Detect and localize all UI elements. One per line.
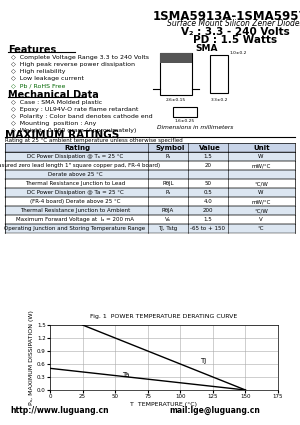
Bar [5, 152, 295, 161]
Text: Pₐ: Pₐ [165, 154, 171, 159]
Bar [173, 107, 197, 117]
Text: °C: °C [258, 226, 264, 231]
Text: 1SMA5913A-1SMA5957A: 1SMA5913A-1SMA5957A [153, 10, 300, 23]
Text: ◇  Polarity : Color band denotes cathode end: ◇ Polarity : Color band denotes cathode … [11, 114, 153, 119]
Text: TJ, Tstg: TJ, Tstg [158, 226, 178, 231]
Text: mail:lge@luguang.cn: mail:lge@luguang.cn [169, 406, 260, 415]
Text: 200: 200 [203, 208, 213, 213]
Text: MAXIMUM RATINGS: MAXIMUM RATINGS [5, 130, 119, 140]
Text: Features: Features [8, 45, 56, 55]
Text: (FR-4 board) Derate above 25 °C: (FR-4 board) Derate above 25 °C [30, 199, 120, 204]
Text: Fig. 1  POWER TEMPERATURE DERATING CURVE: Fig. 1 POWER TEMPERATURE DERATING CURVE [90, 314, 238, 319]
Text: Mechanical Data: Mechanical Data [8, 90, 99, 100]
Bar [210, 55, 228, 93]
Text: 1.5: 1.5 [204, 217, 212, 222]
Text: 0.5: 0.5 [204, 190, 212, 195]
Text: Rating: Rating [64, 144, 90, 150]
Text: Maximum Forward Voltage at  Iₐ = 200 mA: Maximum Forward Voltage at Iₐ = 200 mA [16, 217, 134, 222]
Bar [5, 170, 295, 179]
Text: ◇  High peak reverse power dissipation: ◇ High peak reverse power dissipation [11, 62, 135, 67]
Text: ◇  Case : SMA Molded plastic: ◇ Case : SMA Molded plastic [11, 100, 102, 105]
Text: Dimensions in millimeters: Dimensions in millimeters [157, 125, 233, 130]
Text: 2.6±0.15: 2.6±0.15 [166, 98, 186, 102]
Text: 50: 50 [205, 181, 212, 186]
Text: V₂ : 3.3 - 240 Volts: V₂ : 3.3 - 240 Volts [181, 27, 290, 37]
Text: ◇  Complete Voltage Range 3.3 to 240 Volts: ◇ Complete Voltage Range 3.3 to 240 Volt… [11, 55, 149, 60]
Text: 4.0: 4.0 [204, 199, 212, 204]
Text: Surface Mount Silicon Zener Diodes: Surface Mount Silicon Zener Diodes [167, 19, 300, 28]
Bar [5, 188, 295, 197]
Text: ◇  Pb / RoHS Free: ◇ Pb / RoHS Free [11, 83, 65, 88]
Text: 20: 20 [205, 163, 212, 168]
Bar [160, 53, 192, 63]
Bar [5, 206, 295, 215]
Y-axis label: Pₐ, MAXIMUM DISSIPATION (W): Pₐ, MAXIMUM DISSIPATION (W) [29, 310, 34, 405]
Text: °C/W: °C/W [254, 181, 268, 186]
Bar [5, 215, 295, 224]
Text: 1.6±0.25: 1.6±0.25 [175, 119, 195, 123]
Text: PD : 1.5 Watts: PD : 1.5 Watts [193, 35, 277, 45]
Text: Value: Value [199, 144, 221, 150]
Bar [5, 179, 295, 188]
Text: Thermal Resistance Junction to Ambient: Thermal Resistance Junction to Ambient [20, 208, 130, 213]
Bar [5, 143, 295, 152]
Text: Pₐ: Pₐ [165, 190, 171, 195]
X-axis label: T  TEMPERATURE (°C): T TEMPERATURE (°C) [130, 402, 197, 407]
Text: ◇  Low leakage current: ◇ Low leakage current [11, 76, 84, 81]
Text: ◇  Mounting  position : Any: ◇ Mounting position : Any [11, 121, 96, 126]
Text: W: W [258, 154, 264, 159]
Text: -65 to + 150: -65 to + 150 [190, 226, 226, 231]
Text: DC Power Dissipation @ Ta = 25 °C: DC Power Dissipation @ Ta = 25 °C [27, 190, 123, 195]
Text: RθJL: RθJL [162, 181, 174, 186]
Bar [5, 197, 295, 206]
Text: ◇  High reliability: ◇ High reliability [11, 69, 65, 74]
Text: °C/W: °C/W [254, 208, 268, 213]
Text: Ta: Ta [122, 372, 129, 378]
Text: V: V [259, 217, 263, 222]
Text: ◇  Epoxy : UL94V-O rate flame retardant: ◇ Epoxy : UL94V-O rate flame retardant [11, 107, 138, 112]
Text: Symbol: Symbol [155, 144, 185, 150]
Text: Operating Junction and Storing Temperature Range: Operating Junction and Storing Temperatu… [4, 226, 146, 231]
Text: 1.0±0.2: 1.0±0.2 [230, 51, 247, 55]
Text: ◇  Weight : 0.060 gram (Approximately): ◇ Weight : 0.060 gram (Approximately) [11, 128, 136, 133]
Text: http://www.luguang.cn: http://www.luguang.cn [11, 406, 109, 415]
Text: W: W [258, 190, 264, 195]
Text: Thermal Resistance Junction to Lead: Thermal Resistance Junction to Lead [25, 181, 125, 186]
Text: RθJA: RθJA [162, 208, 174, 213]
Bar [160, 53, 192, 95]
Text: SMA: SMA [196, 44, 218, 53]
Text: Tj: Tj [200, 358, 206, 364]
Text: mW/°C: mW/°C [251, 163, 271, 168]
Text: 1.5: 1.5 [204, 154, 212, 159]
Text: 3.3±0.2: 3.3±0.2 [210, 98, 228, 102]
Bar [5, 161, 295, 170]
Text: DC Power Dissipation @ Tₐ = 25 °C: DC Power Dissipation @ Tₐ = 25 °C [27, 154, 123, 159]
Text: Vₐ: Vₐ [165, 217, 171, 222]
Text: mW/°C: mW/°C [251, 199, 271, 204]
Text: Rating at 25 °C ambient temperature unless otherwise specified: Rating at 25 °C ambient temperature unle… [5, 138, 183, 143]
Text: Unit: Unit [254, 144, 270, 150]
Bar [5, 224, 295, 233]
Text: Measured zero lead length 1" square copper pad, FR-4 board): Measured zero lead length 1" square copp… [0, 163, 160, 168]
Text: Derate above 25 °C: Derate above 25 °C [48, 172, 102, 177]
